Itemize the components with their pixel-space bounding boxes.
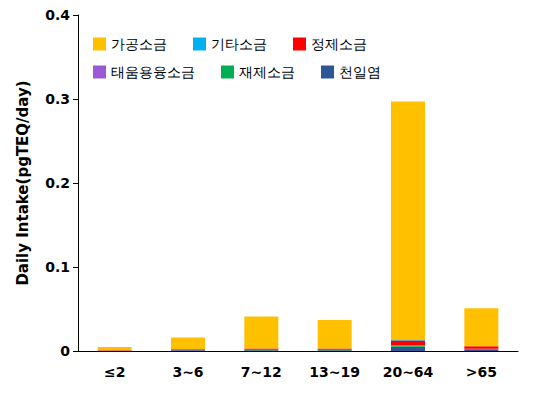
- svg-text:0.2: 0.2: [45, 175, 70, 191]
- svg-text:기타소금: 기타소금: [211, 36, 267, 52]
- svg-text:태움용융소금: 태움용융소금: [111, 64, 195, 80]
- svg-text:≤2: ≤2: [104, 364, 125, 380]
- svg-text:>65: >65: [466, 364, 497, 380]
- svg-text:천일염: 천일염: [339, 64, 381, 80]
- svg-text:0.1: 0.1: [45, 259, 70, 275]
- svg-text:Daily Intake(pgTEQ/day): Daily Intake(pgTEQ/day): [14, 80, 32, 285]
- svg-text:20~64: 20~64: [383, 364, 434, 380]
- svg-text:3~6: 3~6: [172, 364, 203, 380]
- svg-text:0.4: 0.4: [45, 7, 70, 23]
- svg-text:재제소금: 재제소금: [239, 64, 295, 80]
- svg-text:정제소금: 정제소금: [311, 36, 367, 52]
- svg-text:7~12: 7~12: [241, 364, 282, 380]
- svg-text:가공소금: 가공소금: [111, 36, 167, 52]
- svg-text:0: 0: [60, 343, 70, 359]
- svg-text:13~19: 13~19: [309, 364, 360, 380]
- svg-text:0.3: 0.3: [45, 91, 70, 107]
